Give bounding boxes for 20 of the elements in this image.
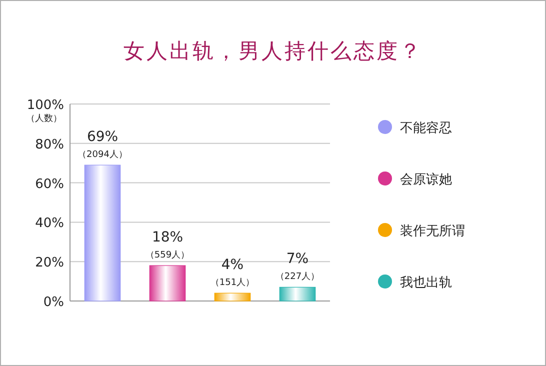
legend-label: 不能容忍 (400, 120, 452, 136)
chart-title: 女人出轨，男人持什么态度？ (124, 39, 422, 63)
annotation: （2094人） (78, 149, 128, 160)
y-tick-label: 60% (35, 176, 64, 192)
legend-label: 装作无所谓 (400, 224, 465, 239)
annotation: （559人） (145, 250, 190, 261)
y-tick-label: 100% (26, 98, 64, 113)
y-tick-label: 40% (35, 216, 64, 232)
data-label: 69% (86, 129, 118, 146)
legend-label: 我也出轨 (400, 276, 452, 290)
y-axis-title: （人数） (26, 113, 62, 124)
y-tick-label: 80% (35, 137, 64, 152)
y-tick-label: 20% (35, 256, 64, 271)
annotation: （227人） (275, 271, 320, 282)
data-label: 4% (221, 257, 244, 274)
legend-label: 会原谅她 (400, 172, 452, 188)
data-label: 18% (152, 230, 184, 246)
data-label: 7% (286, 251, 309, 268)
y-tick-label: 0% (43, 295, 64, 310)
annotation: （151人） (210, 277, 255, 288)
